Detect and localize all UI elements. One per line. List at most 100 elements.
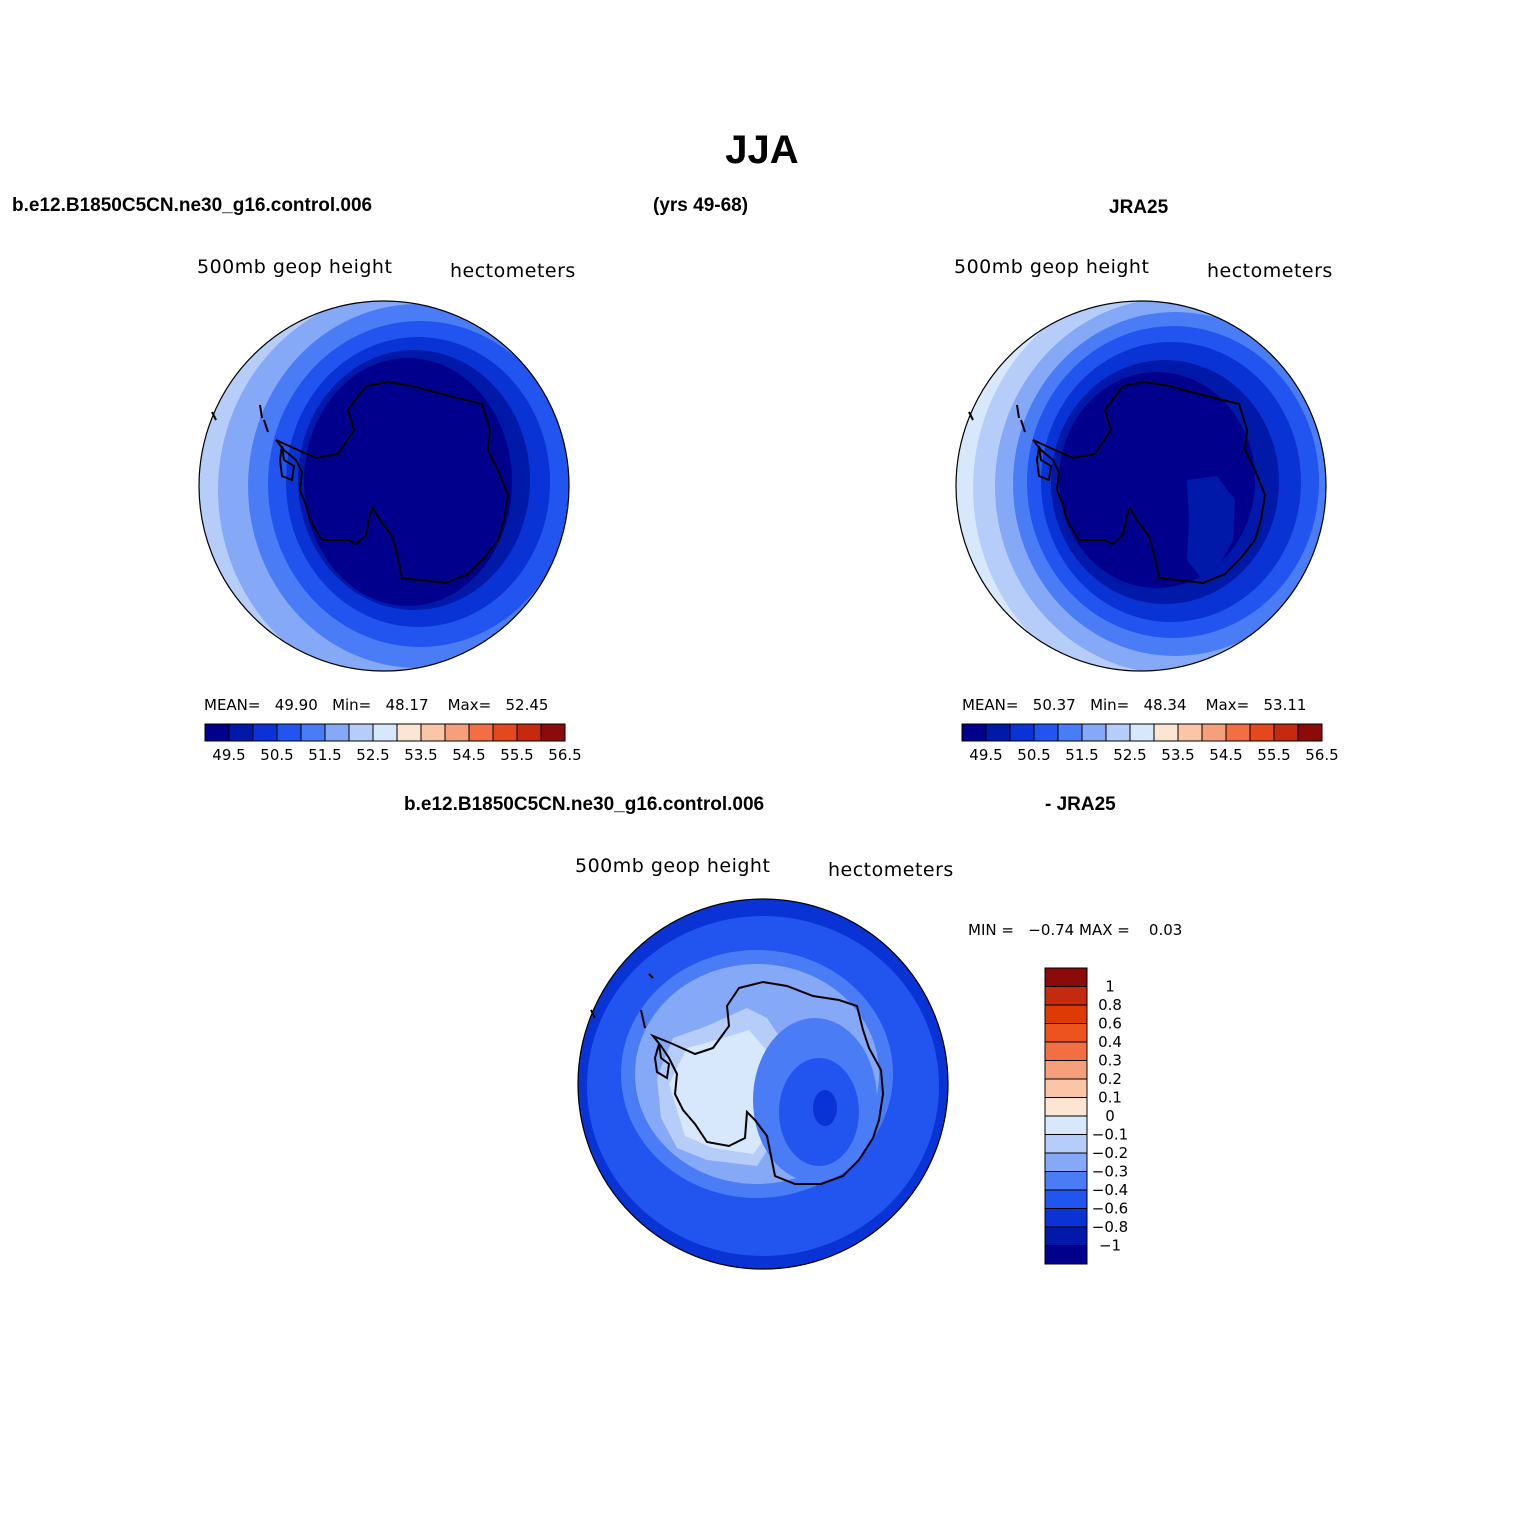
ref-variable-label: 500mb geop height — [954, 256, 1150, 278]
ref-contour-band — [1059, 372, 1255, 588]
colorbar-box — [516, 723, 542, 742]
colorbar-box — [1033, 723, 1059, 742]
colorbar-tick-label: 53.5 — [1161, 746, 1194, 764]
colorbar-tick-label: 0.4 — [1098, 1033, 1122, 1051]
colorbar-box — [1297, 723, 1323, 742]
colorbar-tick-label: 54.5 — [1209, 746, 1242, 764]
colorbar-box — [961, 723, 987, 742]
colorbar-box — [1201, 723, 1227, 742]
diff-units-label: hectometers — [828, 859, 954, 881]
colorbar-box — [372, 723, 398, 742]
colorbar-tick-label: −0.6 — [1092, 1200, 1128, 1218]
ref-max-label: Max= — [1205, 696, 1250, 714]
colorbar-box — [1105, 723, 1131, 742]
colorbar-box — [1044, 1041, 1088, 1061]
colorbar-tick-label: 0.6 — [1098, 1015, 1122, 1033]
ref-polar-map — [955, 300, 1327, 672]
diff-map-boundary — [577, 898, 949, 1270]
colorbar-box — [1044, 1115, 1088, 1135]
colorbar-tick-label: 55.5 — [500, 746, 533, 764]
model-contour-band — [304, 358, 512, 606]
colorbar-box — [1129, 723, 1155, 742]
antarctic-peninsula — [590, 973, 671, 1080]
colorbar-box — [420, 723, 446, 742]
ref-map-boundary — [955, 300, 1327, 672]
colorbar-tick-label: 52.5 — [1113, 746, 1146, 764]
colorbar-box — [985, 723, 1011, 742]
colorbar-box — [1044, 1152, 1088, 1172]
colorbar-box — [1044, 986, 1088, 1006]
colorbar-box — [1177, 723, 1203, 742]
colorbar-box — [324, 723, 350, 742]
ref-mean-label: MEAN= — [962, 696, 1019, 714]
colorbar-box — [1057, 723, 1083, 742]
colorbar-tick-label: 53.5 — [404, 746, 437, 764]
colorbar-box — [492, 723, 518, 742]
colorbar-tick-label: −0.3 — [1092, 1163, 1128, 1181]
colorbar-box — [1225, 723, 1251, 742]
colorbar-box — [1044, 1078, 1088, 1098]
colorbar-box — [1249, 723, 1275, 742]
antarctic-peninsula — [968, 404, 1053, 482]
model-mean-label: MEAN= — [204, 696, 261, 714]
diff-contour-band — [813, 1090, 837, 1126]
colorbar-tick-label: −0.2 — [1092, 1144, 1128, 1162]
diff-min: −0.74 — [1028, 921, 1075, 939]
colorbar-box — [228, 723, 254, 742]
antarctic-peninsula — [211, 404, 296, 482]
model-stats: MEAN= 49.90 Min= 48.17 Max= 52.45 — [204, 696, 548, 714]
ref-colorbar: 49.5 50.5 51.5 52.5 53.5 54.5 55.5 56.5 — [961, 723, 1339, 764]
colorbar-box — [1044, 1189, 1088, 1209]
diff-ref-label: - JRA25 — [1045, 794, 1116, 815]
colorbar-box — [1044, 1245, 1088, 1265]
colorbar-tick-label: 49.5 — [212, 746, 245, 764]
colorbar-box — [1044, 1004, 1088, 1024]
colorbar-box — [468, 723, 494, 742]
colorbar-tick-label: 0.8 — [1098, 996, 1122, 1014]
colorbar-tick-label: 51.5 — [308, 746, 341, 764]
colorbar-box — [1044, 1134, 1088, 1154]
diff-min-label: MIN = — [968, 921, 1014, 939]
model-units-label: hectometers — [450, 260, 576, 282]
ref-max: 53.11 — [1263, 696, 1307, 714]
diff-polar-map — [577, 898, 949, 1270]
ref-stats: MEAN= 50.37 Min= 48.34 Max= 53.11 — [962, 696, 1306, 714]
antarctica-coastline — [1032, 380, 1267, 585]
figure-title: JJA — [725, 128, 799, 172]
antarctica-coastline — [649, 980, 885, 1185]
model-min-label: Min= — [332, 696, 372, 714]
colorbar-box — [1044, 1097, 1088, 1117]
model-max-label: Max= — [447, 696, 492, 714]
colorbar-tick-label: 49.5 — [969, 746, 1002, 764]
diff-colorbar: 10.80.60.40.30.20.10−0.1−0.2−0.3−0.4−0.6… — [1044, 967, 1128, 1265]
diff-max: 0.03 — [1148, 921, 1183, 939]
colorbar-tick-label: −1 — [1099, 1237, 1121, 1255]
colorbar-box — [1044, 1208, 1088, 1228]
colorbar-box — [540, 723, 566, 742]
antarctica-coastline — [275, 380, 510, 585]
colorbar-tick-label: 0.2 — [1098, 1070, 1122, 1088]
top-right-case-label: JRA25 — [1109, 197, 1169, 218]
colorbar-tick-label: 0.1 — [1098, 1089, 1122, 1107]
colorbar-box — [1044, 1171, 1088, 1191]
colorbar-tick-label: 50.5 — [260, 746, 293, 764]
colorbar-box — [1009, 723, 1035, 742]
colorbar-box — [444, 723, 470, 742]
colorbar-tick-label: −0.4 — [1092, 1181, 1128, 1199]
model-map-boundary — [198, 300, 570, 672]
colorbar-tick-label: 52.5 — [356, 746, 389, 764]
colorbar-box — [1044, 967, 1088, 987]
colorbar-tick-label: 1 — [1105, 978, 1115, 996]
colorbar-box — [1044, 1226, 1088, 1246]
colorbar-tick-label: 0 — [1105, 1107, 1115, 1125]
colorbar-box — [300, 723, 326, 742]
model-variable-label: 500mb geop height — [197, 256, 393, 278]
ref-mean: 50.37 — [1032, 696, 1076, 714]
colorbar-box — [1044, 1060, 1088, 1080]
model-mean: 49.90 — [274, 696, 318, 714]
colorbar-box — [396, 723, 422, 742]
model-max: 52.45 — [505, 696, 549, 714]
colorbar-tick-label: 56.5 — [548, 746, 581, 764]
colorbar-tick-label: 50.5 — [1017, 746, 1050, 764]
colorbar-tick-label: −0.1 — [1092, 1126, 1128, 1144]
